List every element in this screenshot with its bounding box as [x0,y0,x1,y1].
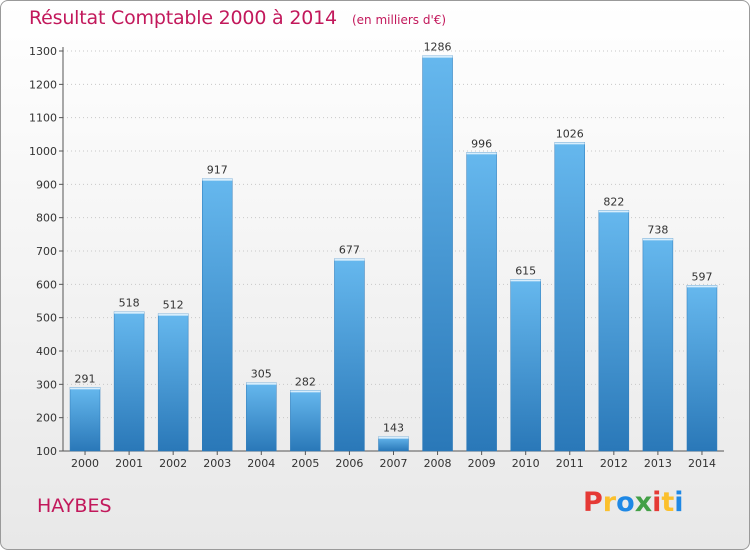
bar-highlight [246,382,277,385]
bar-highlight [510,279,541,282]
bar-2011 [554,142,585,452]
bar-highlight [334,258,365,261]
y-tick-label: 100 [36,445,57,458]
proxiti-logo[interactable]: Proxiti [583,487,684,518]
y-tick-label: 1100 [29,112,57,125]
data-labels: 291 518 512 917 305 282 677 143 1286 996 615 1026 82… [75,41,713,435]
data-label: 305 [251,368,272,381]
logo-letter: i [674,487,684,518]
data-label: 597 [691,270,712,283]
bar-highlight [554,142,585,145]
data-label: 615 [515,264,536,277]
logo-letter: o [616,487,635,518]
y-tick-label: 700 [36,245,57,258]
bar-2003 [202,178,233,452]
bar-2009 [466,152,497,452]
logo-letter: t [661,487,675,518]
bar-highlight [686,285,717,288]
data-label: 282 [295,375,316,388]
x-tick-label: 2009 [468,457,496,470]
chart-title: Résultat Comptable 2000 à 2014 [29,7,337,29]
bar-2000 [69,387,101,452]
bar-highlight [378,436,409,439]
data-label: 996 [471,137,492,150]
y-tick-label: 1300 [29,45,57,58]
y-tick-label: 900 [36,178,57,191]
y-tick-label: 500 [36,312,57,325]
bar-2004 [246,382,277,452]
x-tick-label: 2005 [291,457,319,470]
bar-highlight [70,387,101,390]
x-tick-label: 2008 [424,457,452,470]
bar-2010 [510,279,541,452]
x-tick-label: 2003 [203,457,231,470]
y-tick-label: 1000 [29,145,57,158]
bar-highlight [202,178,233,181]
logo-letter: i [652,487,662,518]
bar-2014 [686,285,718,452]
bar-highlight [466,152,497,155]
x-tick-label: 2013 [644,457,672,470]
x-tick-label: 2002 [159,457,187,470]
bar-highlight [422,55,453,58]
bar-2002 [157,313,189,452]
data-label: 822 [603,195,624,208]
x-tick-label: 2000 [71,457,99,470]
bar-2012 [598,210,630,452]
bar-2007 [378,436,409,452]
bar-highlight [598,210,629,213]
x-tick-label: 2001 [115,457,143,470]
x-tick-label: 2004 [247,457,275,470]
bar-highlight [290,390,321,393]
y-tick-label: 400 [36,345,57,358]
data-label: 143 [383,422,404,435]
y-tick-label: 800 [36,212,57,225]
data-label: 917 [207,164,228,177]
logo-letter: x [634,487,653,518]
x-tick-label: 2012 [600,457,628,470]
title-row: Résultat Comptable 2000 à 2014 (en milli… [29,7,446,29]
data-label: 291 [75,372,96,385]
y-tick-label: 300 [36,378,57,391]
x-tick-label: 2006 [335,457,363,470]
x-tick-label: 2010 [512,457,540,470]
bar-2008 [422,55,453,452]
bar-2001 [113,311,145,452]
data-label: 1286 [424,41,452,54]
y-tick-label: 200 [36,412,57,425]
data-label: 518 [119,297,140,310]
data-label: 512 [163,299,184,312]
y-tick-label: 1200 [29,78,57,91]
data-label: 738 [647,223,668,236]
logo-letter: r [602,487,617,518]
data-label: 677 [339,244,360,257]
bars [69,55,718,452]
bar-highlight [642,238,673,241]
data-label: 1026 [556,127,584,140]
y-tick-label: 600 [36,278,57,291]
x-tick-label: 2011 [556,457,584,470]
place-name: HAYBES [37,495,112,517]
bar-2005 [290,390,321,452]
x-tick-label: 2007 [380,457,408,470]
axes: 100 200 300 400 500 600 700 800 900 1000 1100 1200 1… [29,45,724,470]
bar-highlight [114,311,145,314]
logo-letter: P [583,487,603,518]
bar-highlight [158,313,189,316]
bar-2006 [334,258,365,452]
bar-2013 [642,238,674,452]
x-tick-label: 2014 [688,457,716,470]
chart-subtitle: (en milliers d'€) [351,13,447,27]
